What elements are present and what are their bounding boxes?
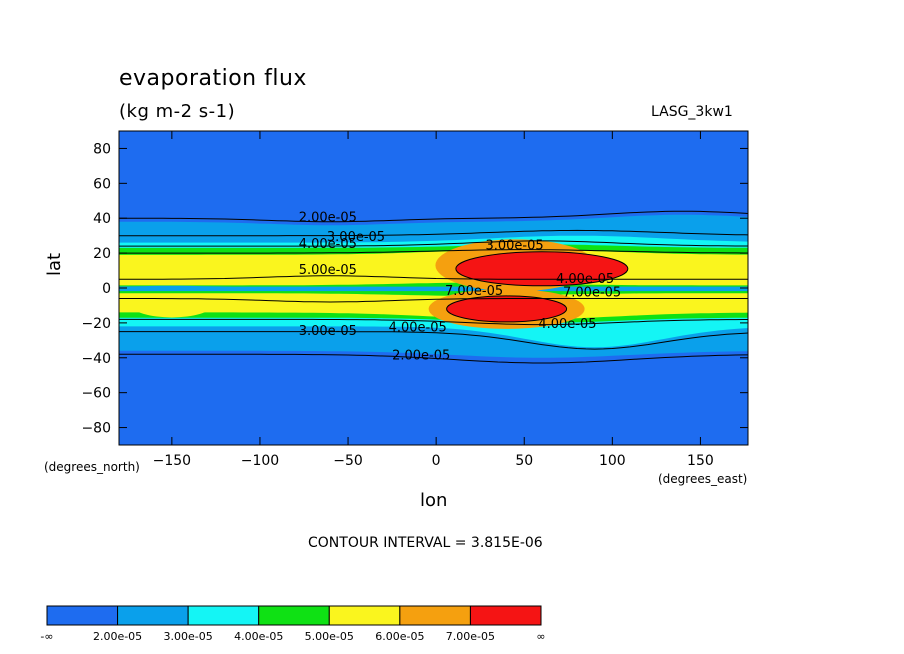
contour-label: 7.00e-05 bbox=[445, 284, 503, 299]
contour-line bbox=[119, 353, 748, 364]
contour-line bbox=[119, 249, 748, 254]
colorbar-swatch bbox=[258, 605, 330, 626]
y-axis-label: lat bbox=[44, 252, 65, 276]
contour-line bbox=[446, 295, 568, 323]
contour-line bbox=[119, 298, 748, 303]
contour-line bbox=[119, 210, 748, 223]
colorbar-label: 4.00e-05 bbox=[234, 630, 283, 643]
colorbar: -∞ 2.00e-05 3.00e-05 4.00e-05 5.00e-05 6.00e-… bbox=[40, 605, 546, 643]
plot-area bbox=[119, 131, 748, 445]
colorbar-label: 6.00e-05 bbox=[375, 630, 424, 643]
contour-label: 7.00e-05 bbox=[563, 286, 621, 301]
colorbar-swatch bbox=[117, 605, 189, 626]
x-tick-label: 0 bbox=[432, 453, 441, 469]
contour-label: 4.00e-05 bbox=[389, 321, 447, 336]
contour-label: 3.00e-05 bbox=[327, 230, 385, 245]
contour-label: 5.00e-05 bbox=[299, 263, 357, 278]
colorbar-swatch bbox=[46, 605, 119, 626]
model-name: LASG_3kw1 bbox=[651, 104, 733, 120]
colorbar-label: 3.00e-05 bbox=[164, 630, 213, 643]
red-core-south bbox=[446, 295, 567, 322]
x-tick-label: 100 bbox=[599, 453, 626, 469]
contour-labels: 2.00e-053.00e-054.00e-05 3.00e-055.00e-05… bbox=[299, 211, 621, 364]
contour-line bbox=[119, 275, 748, 280]
contour-line bbox=[455, 251, 629, 287]
x-tick-label: −100 bbox=[241, 453, 279, 469]
y-tick-label: −60 bbox=[81, 386, 111, 402]
y-tick-label: 80 bbox=[93, 141, 111, 157]
contour-interval: CONTOUR INTERVAL = 3.815E-06 bbox=[308, 535, 543, 551]
contour-line bbox=[119, 331, 748, 350]
contour-label: 3.00e-05 bbox=[299, 324, 357, 339]
y-tick-label: 0 bbox=[102, 281, 111, 297]
colorbar-label: 2.00e-05 bbox=[93, 630, 142, 643]
colorbar-swatch bbox=[399, 605, 471, 626]
yellow-west-north bbox=[131, 256, 212, 285]
x-tick-label: −150 bbox=[153, 453, 191, 469]
y-axis-unit: (degrees_north) bbox=[44, 460, 140, 474]
red-core-north bbox=[455, 251, 628, 286]
y-tick-label: 40 bbox=[93, 211, 111, 227]
x-tick-label: 150 bbox=[687, 453, 714, 469]
colorbar-label: -∞ bbox=[40, 630, 53, 643]
colorbar-swatch bbox=[187, 605, 260, 626]
axes: −150 −100 −50 0 50 100 150 80 60 40 20 0 −20 −40 −60 −8… bbox=[81, 131, 748, 469]
x-tick-label: −50 bbox=[333, 453, 363, 469]
chart-units: (kg m-2 s-1) bbox=[119, 101, 236, 122]
x-tick-label: 50 bbox=[515, 453, 533, 469]
y-tick-label: 60 bbox=[93, 176, 111, 192]
contour-line bbox=[119, 240, 748, 247]
yellow-west-south bbox=[131, 293, 212, 318]
colorbar-label: 5.00e-05 bbox=[305, 630, 354, 643]
colorbar-label: ∞ bbox=[536, 630, 545, 643]
equatorial-strip-inner bbox=[119, 285, 748, 292]
y-tick-label: −40 bbox=[81, 351, 111, 367]
chart-title: evaporation flux bbox=[119, 66, 307, 91]
contour-label: 3.00e-05 bbox=[485, 239, 543, 254]
colorbar-label: 7.00e-05 bbox=[446, 630, 495, 643]
contour-label: 4.00e-05 bbox=[538, 317, 596, 332]
colorbar-swatch bbox=[469, 605, 542, 626]
contour-line bbox=[119, 229, 748, 237]
contour-label: 2.00e-05 bbox=[392, 349, 450, 364]
contour-label: 2.00e-05 bbox=[299, 211, 357, 226]
colorbar-swatch bbox=[328, 605, 401, 626]
contour-line bbox=[119, 318, 748, 326]
y-tick-label: −20 bbox=[81, 316, 111, 332]
y-tick-label: 20 bbox=[93, 246, 111, 262]
contour-label: 4.00e-05 bbox=[299, 237, 357, 252]
x-axis-label: lon bbox=[420, 490, 448, 511]
contour-label: 4.00e-05 bbox=[556, 272, 614, 287]
x-axis-unit: (degrees_east) bbox=[658, 472, 748, 486]
y-tick-label: −80 bbox=[81, 421, 111, 437]
